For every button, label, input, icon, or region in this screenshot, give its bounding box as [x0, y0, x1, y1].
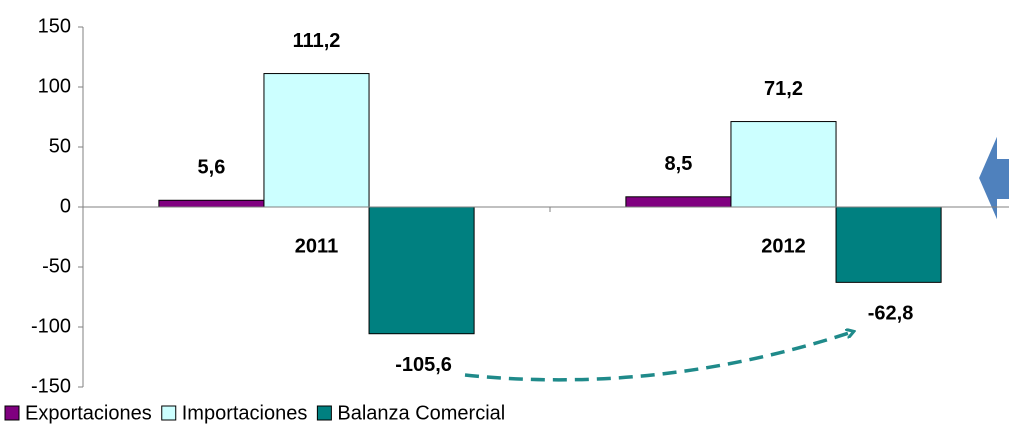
y-tick-label: 0 — [60, 195, 71, 217]
bar — [158, 199, 265, 208]
data-label: -62,8 — [868, 303, 914, 325]
data-label: 111,2 — [293, 30, 341, 52]
y-tick-label: 150 — [38, 15, 71, 37]
legend-swatch — [316, 405, 332, 421]
y-tick-label: -100 — [31, 315, 71, 337]
data-label: 8,5 — [665, 153, 693, 175]
data-label: 5,6 — [198, 157, 226, 179]
bar — [835, 206, 942, 283]
data-label: 71,2 — [764, 78, 803, 100]
bar — [625, 196, 732, 208]
legend-swatch — [161, 405, 177, 421]
bar — [368, 206, 475, 335]
y-tick-label: -150 — [31, 375, 71, 397]
data-label: -105,6 — [395, 354, 452, 376]
bar — [730, 121, 837, 208]
legend-label: Exportaciones — [25, 402, 152, 424]
y-tick-label: 100 — [38, 75, 71, 97]
trend-arrow — [464, 332, 852, 382]
legend-label: Balanza Comercial — [337, 402, 505, 424]
y-tick-label: -50 — [42, 255, 71, 277]
y-tick-label: 50 — [49, 135, 71, 157]
block-arrow — [976, 131, 1009, 225]
legend-swatch — [4, 405, 20, 421]
legend-label: Importaciones — [182, 402, 308, 424]
bar — [263, 73, 370, 208]
x-tick-label: 2012 — [761, 235, 806, 257]
x-tick-label: 2011 — [295, 235, 338, 257]
